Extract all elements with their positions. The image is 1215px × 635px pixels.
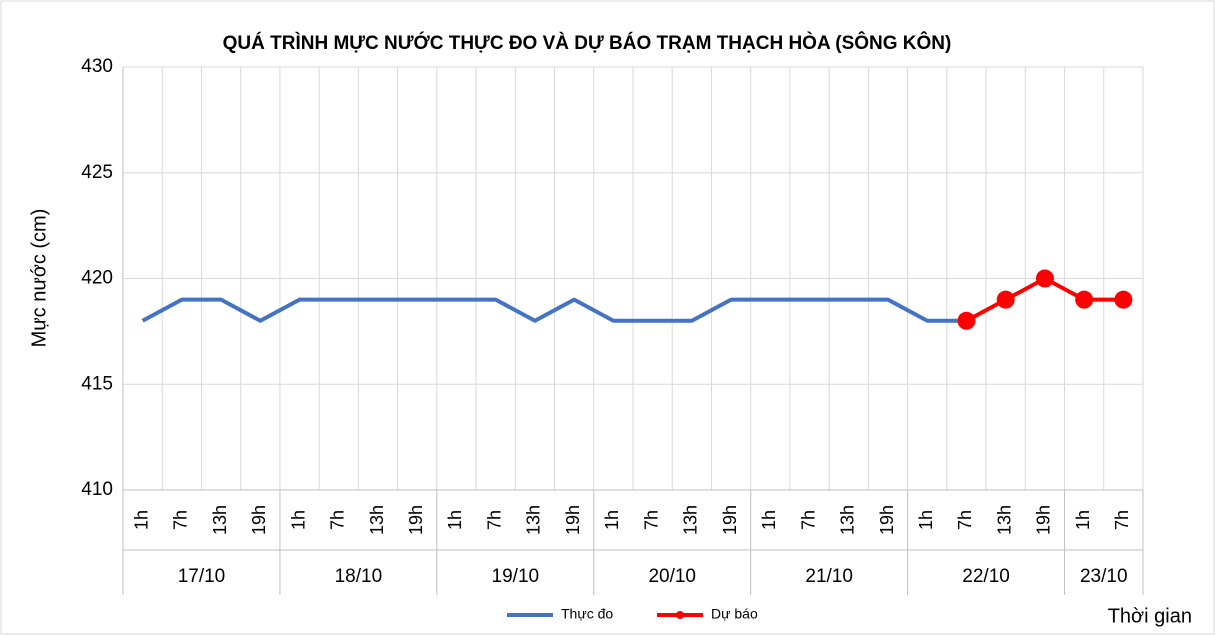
x-tick-label: 13h — [210, 505, 230, 535]
date-label: 18/10 — [335, 566, 383, 587]
marker — [957, 311, 976, 330]
date-label: 17/10 — [178, 566, 226, 587]
x-tick-label: 1h — [1073, 510, 1093, 530]
x-tick-label: 7h — [641, 510, 661, 530]
x-tick-label: 7h — [328, 510, 348, 530]
x-tick-label: 7h — [484, 510, 504, 530]
x-tick-label: 1h — [288, 510, 308, 530]
date-label: 23/10 — [1080, 566, 1128, 587]
x-tick-label: 19h — [249, 505, 269, 535]
x-tick-label: 19h — [1034, 505, 1054, 535]
marker — [996, 290, 1015, 309]
legend-label: Thực đo — [561, 606, 613, 622]
x-tick-label: 1h — [602, 510, 622, 530]
x-tick-label: 7h — [1112, 510, 1132, 530]
legend-label: Dự báo — [711, 606, 758, 622]
legend-marker — [676, 611, 684, 619]
x-tick-label: 19h — [406, 505, 426, 535]
x-tick-label: 13h — [994, 505, 1014, 535]
series-line — [141, 297, 967, 323]
marker — [1075, 290, 1094, 309]
x-tick-label: 13h — [681, 505, 701, 535]
date-label: 21/10 — [805, 566, 853, 587]
x-tick-label: 1h — [759, 510, 779, 530]
x-tick-label: 7h — [955, 510, 975, 530]
y-tick-label: 425 — [81, 162, 113, 183]
marker — [1035, 269, 1054, 288]
x-axis-label: Thời gian — [1108, 605, 1192, 627]
date-label: 19/10 — [492, 566, 540, 587]
y-tick-label: 410 — [81, 479, 113, 500]
marker — [1114, 290, 1133, 309]
x-tick-label: 19h — [720, 505, 740, 535]
x-tick-label: 13h — [367, 505, 387, 535]
x-tick-label: 19h — [877, 505, 897, 535]
x-tick-label: 1h — [916, 510, 936, 530]
y-tick-label: 430 — [81, 56, 113, 77]
y-axis-label: Mực nước (cm) — [28, 209, 50, 348]
x-tick-label: 1h — [445, 510, 465, 530]
date-label: 20/10 — [648, 566, 696, 587]
x-tick-label: 13h — [524, 505, 544, 535]
x-tick-label: 19h — [563, 505, 583, 535]
date-label: 22/10 — [962, 566, 1010, 587]
y-tick-label: 420 — [81, 268, 113, 289]
x-tick-label: 13h — [838, 505, 858, 535]
x-tick-label: 7h — [171, 510, 191, 530]
y-tick-label: 415 — [81, 373, 113, 394]
x-tick-label: 7h — [798, 510, 818, 530]
chart-title: QUÁ TRÌNH MỰC NƯỚC THỰC ĐO VÀ DỰ BÁO TRẠ… — [223, 32, 952, 54]
x-tick-label: 1h — [131, 510, 151, 530]
